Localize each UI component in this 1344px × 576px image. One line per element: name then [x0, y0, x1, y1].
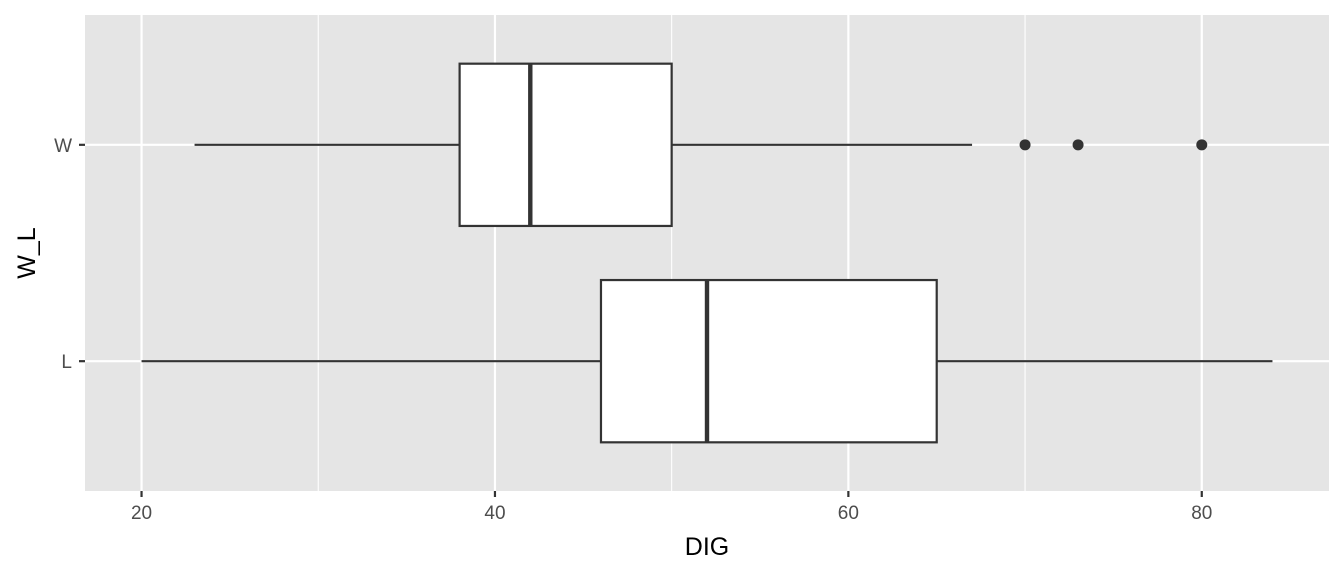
y-tick-label: W	[54, 136, 72, 157]
outlier-point	[1019, 139, 1031, 151]
x-tick-label: 80	[1191, 503, 1212, 524]
box-L	[141, 278, 1273, 444]
box-W	[194, 62, 1208, 228]
x-axis: 20 40 60 80	[131, 491, 1212, 524]
y-axis: WL	[54, 136, 85, 373]
box-iqr	[458, 62, 673, 228]
y-tick-label: L	[61, 352, 72, 373]
x-axis-title: DIG	[685, 533, 729, 561]
x-tick-label: 60	[838, 503, 859, 524]
y-axis-title: W_L	[13, 227, 41, 279]
box-iqr	[599, 278, 938, 444]
outlier-point	[1196, 139, 1208, 151]
x-tick-label: 40	[484, 503, 505, 524]
x-tick-label: 20	[131, 503, 152, 524]
outlier-point	[1072, 139, 1084, 151]
box-layer	[141, 62, 1273, 444]
